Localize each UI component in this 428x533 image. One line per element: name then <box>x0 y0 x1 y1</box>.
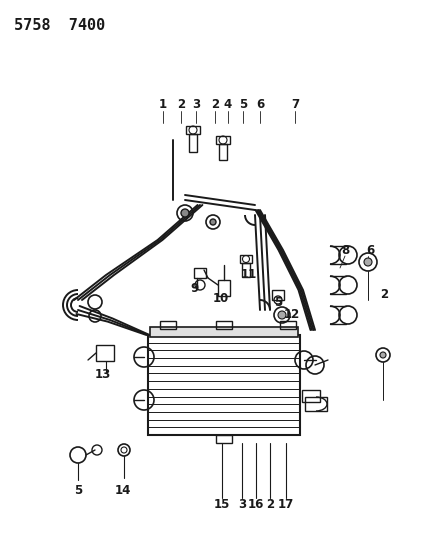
Text: 10: 10 <box>213 292 229 304</box>
Text: 15: 15 <box>214 498 230 512</box>
Bar <box>96 345 114 361</box>
Bar <box>216 435 232 443</box>
Bar <box>150 327 298 337</box>
Text: 17: 17 <box>278 498 294 512</box>
Text: 5: 5 <box>274 295 282 309</box>
Bar <box>302 390 320 402</box>
Bar <box>186 126 200 134</box>
Text: 16: 16 <box>248 498 264 512</box>
Circle shape <box>181 209 189 217</box>
Text: 6: 6 <box>366 244 374 256</box>
Bar <box>305 397 327 411</box>
Bar <box>219 144 227 160</box>
Circle shape <box>210 219 216 225</box>
Bar <box>216 321 232 329</box>
Text: 14: 14 <box>115 483 131 497</box>
Text: 5: 5 <box>74 483 82 497</box>
Bar <box>148 335 300 435</box>
Circle shape <box>364 258 372 266</box>
Bar <box>272 290 284 300</box>
Bar <box>216 136 230 144</box>
Text: 5: 5 <box>239 99 247 111</box>
Circle shape <box>278 311 286 319</box>
Text: 8: 8 <box>341 244 349 256</box>
Text: 1: 1 <box>159 99 167 111</box>
Bar <box>242 263 250 277</box>
Bar <box>194 268 206 278</box>
Text: 9: 9 <box>191 281 199 295</box>
Text: 2: 2 <box>266 498 274 512</box>
Text: 12: 12 <box>284 309 300 321</box>
Bar <box>160 321 176 329</box>
Text: 11: 11 <box>241 269 257 281</box>
Text: 6: 6 <box>256 99 264 111</box>
Text: 2: 2 <box>380 288 388 302</box>
Circle shape <box>380 352 386 358</box>
Bar <box>280 321 296 329</box>
Bar <box>218 280 230 296</box>
Text: 2: 2 <box>177 99 185 111</box>
Text: 4: 4 <box>224 99 232 111</box>
Text: 3: 3 <box>192 99 200 111</box>
Text: 7: 7 <box>291 99 299 111</box>
Bar <box>189 134 197 152</box>
Text: 3: 3 <box>238 498 246 512</box>
Text: 13: 13 <box>95 368 111 382</box>
Text: 5758  7400: 5758 7400 <box>14 18 105 33</box>
Bar <box>240 255 252 263</box>
Text: 2: 2 <box>211 99 219 111</box>
